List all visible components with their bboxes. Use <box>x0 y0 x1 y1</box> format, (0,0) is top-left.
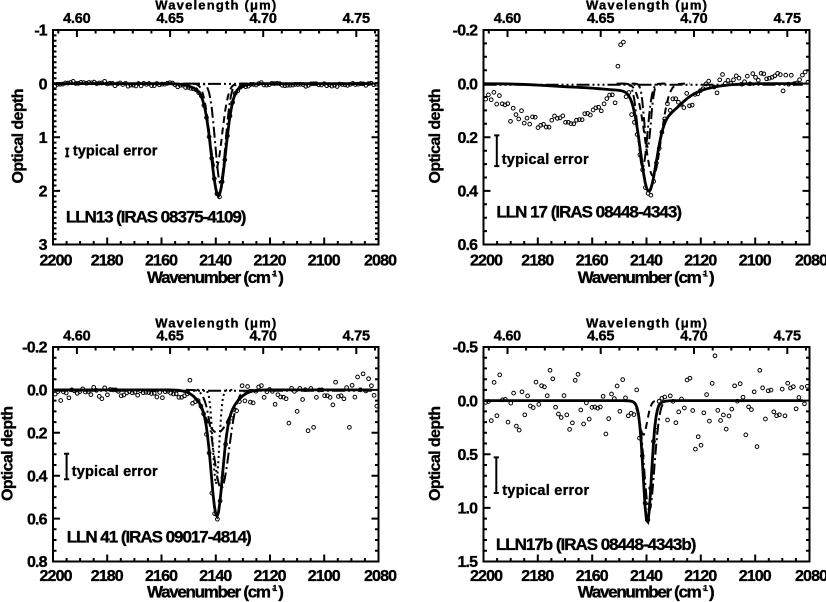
svg-text:4.65: 4.65 <box>156 11 184 27</box>
svg-text:2100: 2100 <box>308 568 341 585</box>
svg-text:2140: 2140 <box>199 253 232 270</box>
svg-text:4.70: 4.70 <box>680 329 708 345</box>
svg-text:LLN 41 (IRAS 09017-4814): LLN 41 (IRAS 09017-4814) <box>67 528 252 547</box>
svg-text:Wavenumber (cm: Wavenumber (cm <box>578 268 702 287</box>
svg-text:0.6: 0.6 <box>27 511 48 528</box>
svg-text:0.0: 0.0 <box>458 393 479 410</box>
svg-text:Optical depth: Optical depth <box>427 89 444 184</box>
svg-text:0: 0 <box>39 76 48 93</box>
svg-text:0.0: 0.0 <box>458 76 479 93</box>
svg-text:2160: 2160 <box>145 253 178 270</box>
svg-text:Wavelength (μm): Wavelength (μm) <box>586 316 707 331</box>
svg-text:2120: 2120 <box>684 568 717 585</box>
svg-text:Wavelength (μm): Wavelength (μm) <box>155 316 276 331</box>
svg-text:-1: -1 <box>34 23 47 40</box>
svg-text:Wavelength (μm): Wavelength (μm) <box>586 0 707 13</box>
svg-text:Wavelength (μm): Wavelength (μm) <box>155 0 276 13</box>
svg-text:1.0: 1.0 <box>458 501 479 518</box>
svg-text:-0.2: -0.2 <box>453 23 478 40</box>
svg-text:0.4: 0.4 <box>458 184 479 201</box>
svg-text:-1: -1 <box>272 583 278 593</box>
svg-text:2200: 2200 <box>40 568 73 585</box>
svg-text:2160: 2160 <box>576 568 609 585</box>
svg-text:typical error: typical error <box>502 152 589 168</box>
svg-text:2080: 2080 <box>795 253 826 270</box>
svg-text:-0.2: -0.2 <box>22 340 47 357</box>
svg-text:2140: 2140 <box>630 568 663 585</box>
svg-text:2120: 2120 <box>254 253 287 270</box>
svg-text:0.5: 0.5 <box>458 447 479 464</box>
svg-text:2120: 2120 <box>254 568 287 585</box>
svg-text:): ) <box>709 583 715 602</box>
svg-text:2200: 2200 <box>470 568 503 585</box>
svg-text:0.2: 0.2 <box>458 130 479 147</box>
svg-text:2140: 2140 <box>630 253 663 270</box>
svg-text:): ) <box>709 268 715 287</box>
svg-text:0.6: 0.6 <box>458 237 479 254</box>
svg-text:2: 2 <box>39 184 48 201</box>
svg-text:2160: 2160 <box>576 253 609 270</box>
svg-text:0.2: 0.2 <box>27 426 48 443</box>
svg-text:4.60: 4.60 <box>494 329 522 345</box>
svg-text:4.65: 4.65 <box>587 11 615 27</box>
svg-text:LLN 17 (IRAS 08448-4343): LLN 17 (IRAS 08448-4343) <box>496 202 682 221</box>
svg-text:): ) <box>278 583 284 602</box>
svg-text:2200: 2200 <box>40 253 73 270</box>
svg-text:4.75: 4.75 <box>774 11 802 27</box>
svg-text:4.75: 4.75 <box>774 329 802 345</box>
svg-text:2140: 2140 <box>199 568 232 585</box>
svg-text:-1: -1 <box>703 269 709 279</box>
svg-text:2080: 2080 <box>364 568 397 585</box>
svg-text:4.60: 4.60 <box>494 11 522 27</box>
svg-text:4.75: 4.75 <box>343 329 371 345</box>
svg-text:Wavenumber (cm: Wavenumber (cm <box>147 583 271 602</box>
svg-text:2180: 2180 <box>521 253 554 270</box>
svg-text:4.65: 4.65 <box>156 329 184 345</box>
svg-text:3: 3 <box>39 237 48 254</box>
svg-text:1.5: 1.5 <box>458 554 479 571</box>
svg-text:LLN13 (IRAS 08375-4109): LLN13 (IRAS 08375-4109) <box>66 208 247 227</box>
svg-text:0.8: 0.8 <box>27 554 48 571</box>
svg-text:2180: 2180 <box>521 568 554 585</box>
svg-text:typical error: typical error <box>72 464 158 480</box>
svg-text:2080: 2080 <box>795 568 826 585</box>
svg-text:2100: 2100 <box>308 253 341 270</box>
svg-text:2160: 2160 <box>145 568 178 585</box>
svg-text:1: 1 <box>39 130 48 147</box>
svg-text:4.65: 4.65 <box>587 329 615 345</box>
svg-text:LLN17b (IRAS 08448-4343b): LLN17b (IRAS 08448-4343b) <box>496 535 697 554</box>
svg-text:2100: 2100 <box>739 253 772 270</box>
svg-text:4.70: 4.70 <box>680 11 708 27</box>
svg-text:): ) <box>278 268 284 287</box>
svg-text:Optical depth: Optical depth <box>10 89 27 184</box>
svg-text:2180: 2180 <box>91 568 124 585</box>
svg-text:2100: 2100 <box>739 568 772 585</box>
svg-text:2180: 2180 <box>91 253 124 270</box>
svg-text:typical error: typical error <box>502 483 589 499</box>
svg-text:4.60: 4.60 <box>63 329 91 345</box>
svg-text:4.70: 4.70 <box>249 329 277 345</box>
svg-text:typical error: typical error <box>73 144 158 160</box>
svg-text:4.75: 4.75 <box>343 11 371 27</box>
svg-text:-1: -1 <box>703 583 709 593</box>
svg-text:-1: -1 <box>272 269 278 279</box>
svg-text:2080: 2080 <box>364 253 397 270</box>
svg-text:Optical depth: Optical depth <box>427 406 444 501</box>
svg-text:0.4: 0.4 <box>27 468 48 485</box>
svg-text:4.70: 4.70 <box>249 11 277 27</box>
svg-text:2120: 2120 <box>684 253 717 270</box>
svg-text:Wavenumber (cm: Wavenumber (cm <box>578 583 702 602</box>
svg-text:Optical depth: Optical depth <box>0 406 17 501</box>
svg-text:Wavenumber (cm: Wavenumber (cm <box>147 268 271 287</box>
svg-text:0.0: 0.0 <box>27 383 48 400</box>
svg-text:4.60: 4.60 <box>63 11 91 27</box>
svg-text:2200: 2200 <box>470 253 503 270</box>
svg-text:-0.5: -0.5 <box>453 340 478 357</box>
